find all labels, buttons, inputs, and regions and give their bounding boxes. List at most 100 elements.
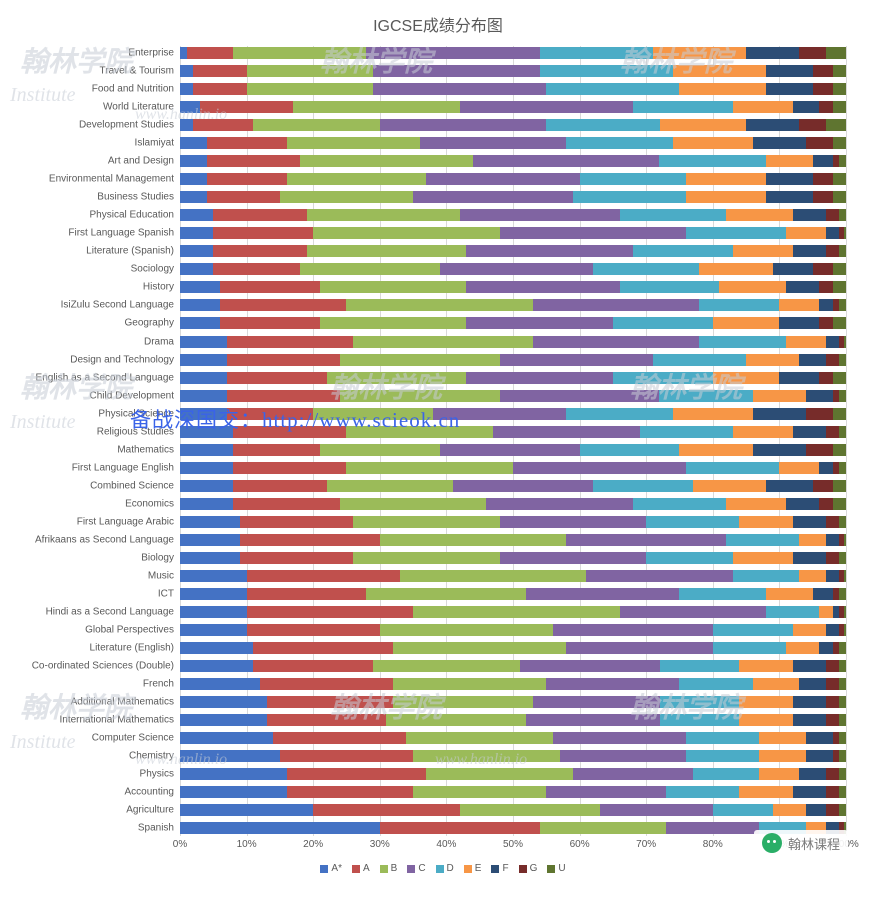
stacked-bar	[180, 191, 846, 203]
bar-segment	[826, 245, 839, 257]
bar-segment	[180, 299, 220, 311]
bar-segment	[833, 65, 846, 77]
bar-segment	[346, 299, 532, 311]
bar-segment	[753, 390, 806, 402]
bar-segment	[346, 462, 513, 474]
bar-segment	[819, 606, 832, 618]
bar-segment	[460, 804, 600, 816]
bar-segment	[826, 534, 839, 546]
bar-segment	[340, 354, 500, 366]
bar-segment	[713, 642, 786, 654]
bar-segment	[560, 750, 687, 762]
subject-label: International Mathematics	[59, 715, 174, 726]
bar-segment	[413, 750, 560, 762]
bar-segment	[213, 245, 306, 257]
bar-segment	[180, 227, 213, 239]
bar-row: First Language Spanish	[180, 226, 846, 240]
x-tick-label: 80%	[703, 839, 723, 850]
stacked-bar	[180, 570, 846, 582]
legend-label: D	[447, 863, 454, 874]
bar-segment	[686, 750, 759, 762]
bar-segment	[393, 678, 546, 690]
stacked-bar	[180, 336, 846, 348]
bar-segment	[833, 750, 840, 762]
subject-label: Art and Design	[108, 156, 174, 167]
stacked-bar	[180, 498, 846, 510]
bar-segment	[233, 498, 340, 510]
bar-segment	[813, 588, 833, 600]
stacked-bar	[180, 534, 846, 546]
stacked-bar	[180, 137, 846, 149]
subject-label: First Language English	[72, 462, 174, 473]
stacked-bar	[180, 227, 846, 239]
bar-segment	[620, 281, 720, 293]
bar-segment	[806, 408, 833, 420]
bar-segment	[839, 696, 846, 708]
bar-segment	[766, 65, 813, 77]
bar-segment	[253, 119, 380, 131]
bar-segment	[247, 65, 374, 77]
bar-segment	[180, 588, 247, 600]
bar-segment	[699, 263, 772, 275]
subject-label: Sociology	[131, 264, 174, 275]
bar-row: Mathematics	[180, 443, 846, 457]
bar-segment	[180, 83, 193, 95]
bar-segment	[833, 83, 846, 95]
bar-segment	[839, 462, 846, 474]
bar-segment	[320, 444, 440, 456]
bar-segment	[833, 372, 846, 384]
bar-segment	[180, 191, 207, 203]
bar-segment	[813, 83, 833, 95]
bar-segment	[213, 263, 300, 275]
bar-segment	[327, 480, 454, 492]
bar-segment	[633, 245, 733, 257]
bar-row: IsiZulu Second Language	[180, 298, 846, 312]
bar-segment	[833, 299, 840, 311]
bar-segment	[679, 444, 752, 456]
bar-segment	[839, 209, 846, 221]
bar-segment	[779, 299, 819, 311]
legend: A*ABCDEFGU	[10, 863, 866, 874]
bar-segment	[540, 47, 653, 59]
bar-segment	[673, 137, 753, 149]
bar-segment	[799, 47, 826, 59]
bar-segment	[546, 678, 679, 690]
bar-segment	[839, 390, 846, 402]
bar-segment	[833, 390, 840, 402]
bar-segment	[759, 768, 799, 780]
bar-segment	[180, 786, 287, 798]
bar-segment	[287, 137, 420, 149]
legend-swatch	[464, 865, 472, 873]
bar-segment	[613, 372, 713, 384]
bar-segment	[819, 101, 832, 113]
subject-label: English as a Second Language	[36, 372, 174, 383]
bar-segment	[660, 660, 740, 672]
stacked-bar	[180, 119, 846, 131]
bar-segment	[633, 498, 726, 510]
bar-segment	[646, 552, 733, 564]
bar-segment	[373, 65, 540, 77]
bar-segment	[373, 660, 520, 672]
bar-segment	[353, 336, 533, 348]
bar-row: First Language English	[180, 461, 846, 475]
bar-segment	[440, 444, 580, 456]
bar-segment	[833, 173, 846, 185]
subject-label: Hindi as a Second Language	[46, 606, 174, 617]
stacked-bar	[180, 209, 846, 221]
bar-segment	[213, 209, 306, 221]
bar-segment	[786, 642, 819, 654]
bar-segment	[180, 768, 287, 780]
bar-segment	[313, 804, 460, 816]
bar-segment	[253, 660, 373, 672]
bar-segment	[659, 390, 752, 402]
bar-segment	[844, 570, 846, 582]
bar-segment	[693, 480, 766, 492]
bar-segment	[526, 714, 659, 726]
bar-segment	[766, 83, 813, 95]
bar-segment	[833, 444, 846, 456]
bar-segment	[726, 534, 799, 546]
legend-label: B	[391, 863, 398, 874]
bar-segment	[839, 642, 846, 654]
bar-segment	[180, 552, 240, 564]
bar-segment	[833, 732, 840, 744]
